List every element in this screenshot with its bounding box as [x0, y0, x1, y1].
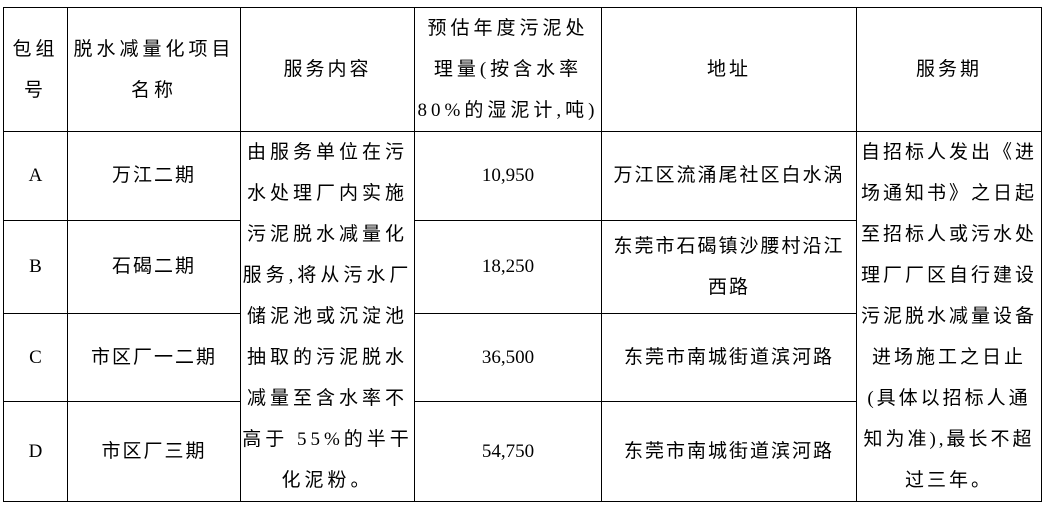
cell-project-name: 市区厂三期: [67, 401, 241, 503]
header-estimated-quantity: 预估年度污泥处 理量(按含水率 80%的湿泥计,吨): [414, 6, 602, 133]
header-project-name: 脱水减量化项目 名称: [67, 6, 241, 133]
cell-quantity: 10,950: [414, 131, 602, 221]
cell-service-content: 由服务单位在污水处理厂内实施污泥脱水减量化服务,将从污水厂储泥池或沉淀池抽取的污…: [240, 131, 415, 503]
cell-package-group: C: [3, 312, 68, 403]
cell-project-name: 万江二期: [67, 131, 241, 221]
cell-package-group: A: [3, 131, 68, 221]
table-row-d: D 市区厂三期 54,750 东莞市南城街道滨河路: [3, 401, 1042, 503]
cell-package-group: D: [3, 401, 68, 503]
table-row-a: A 万江二期 由服务单位在污水处理厂内实施污泥脱水减量化服务,将从污水厂储泥池或…: [3, 131, 1042, 503]
cell-address: 东莞市石碣镇沙腰村沿江 西路: [601, 219, 857, 314]
cell-quantity: 54,750: [414, 401, 602, 503]
table-row-b: B 石碣二期 18,250 东莞市石碣镇沙腰村沿江 西路: [3, 219, 1042, 314]
cell-quantity: 36,500: [414, 312, 602, 403]
table-row-c: C 市区厂一二期 36,500 东莞市南城街道滨河路: [3, 312, 1042, 403]
cell-address: 东莞市南城街道滨河路: [601, 401, 857, 503]
cell-address: 东莞市南城街道滨河路: [601, 312, 857, 403]
header-service-period: 服务期: [856, 6, 1042, 133]
cell-project-name: 石碣二期: [67, 219, 241, 314]
cell-package-group: B: [3, 219, 68, 314]
sludge-projects-table: 包组 号 脱水减量化项目 名称 服务内容 预估年度污泥处 理量(按含水率 80%…: [3, 6, 1042, 503]
header-address: 地址: [601, 6, 857, 133]
header-row: 包组 号 脱水减量化项目 名称 服务内容 预估年度污泥处 理量(按含水率 80%…: [3, 6, 1042, 133]
header-service-content: 服务内容: [240, 6, 415, 133]
cell-address: 万江区流涌尾社区白水涡: [601, 131, 857, 221]
cell-project-name: 市区厂一二期: [67, 312, 241, 403]
cell-service-period: 自招标人发出《进场通知书》之日起至招标人或污水处理厂厂区自行建设污泥脱水减量设备…: [856, 131, 1042, 503]
header-package-group: 包组 号: [3, 6, 68, 133]
cell-quantity: 18,250: [414, 219, 602, 314]
